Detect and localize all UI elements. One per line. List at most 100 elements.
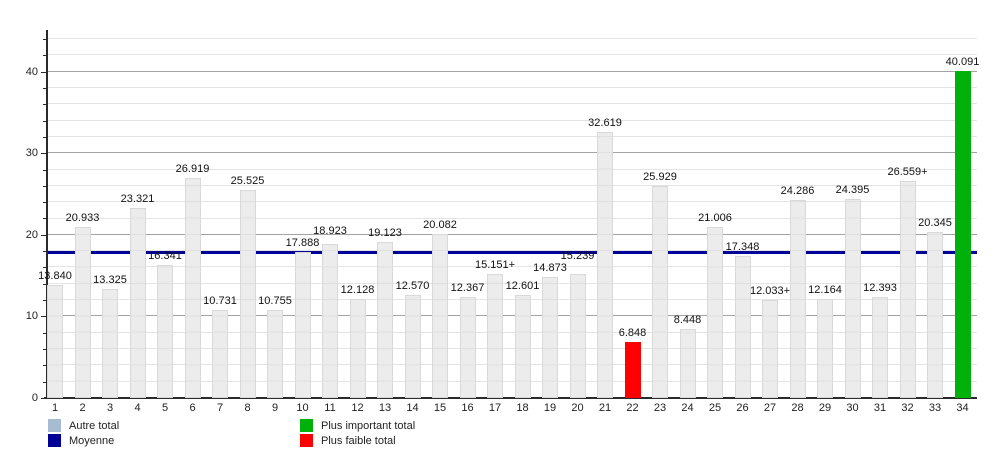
bar [487,274,503,398]
x-axis-label: 3 [106,402,114,414]
bar-value-label: 40.091 [945,55,980,68]
y-axis-major-tick [41,316,47,318]
y-axis-line [46,30,48,399]
y-axis-minor-tick [43,381,47,383]
plot-area: 13.840 20.933 13.325 23.321 16.341 26.919 10.7… [38,30,980,398]
gridline [48,364,977,366]
bar-value-label: 32.619 [588,116,622,129]
bar [129,207,146,398]
x-axis-label: 15 [433,402,447,414]
y-axis-label: 40 [25,65,38,78]
y-axis-label: 10 [25,310,38,323]
x-axis-label: 6 [189,402,196,414]
x-axis-label: 1 [51,402,59,414]
bar-value-label: 18.923 [313,225,347,238]
bar [322,243,338,398]
bar [652,186,668,398]
y-axis-minor-tick [43,136,47,138]
gridline [48,119,977,121]
bar-value-label: 6.848 [618,327,647,340]
bar [734,256,751,398]
y-axis-label: 30 [25,147,38,160]
x-axis-label: 8 [244,402,251,414]
x-axis-label: 14 [406,402,419,414]
bar [432,234,448,398]
bar [74,227,91,398]
x-axis-label: 25 [708,402,722,414]
bar [679,329,696,398]
y-axis-minor-tick [43,120,47,122]
y-axis-minor-tick [43,104,47,106]
gridline [48,266,977,268]
bar-value-label: 12.164 [808,283,842,296]
gridline [48,168,977,170]
y-axis-minor-tick [43,349,47,351]
y-axis-minor-tick [43,218,47,220]
bar-value-label: 12.393 [863,281,897,294]
y-axis-minor-tick [43,202,47,204]
gridline [48,54,977,56]
bar-value-label: 17.888 [285,237,320,250]
x-axis-label: 27 [763,402,777,414]
x-axis-label: 34 [956,402,969,414]
bar-value-label: 14.873 [533,261,567,274]
x-axis-label: 9 [271,402,279,414]
bar [294,252,311,398]
bar-value-label: 15.151+ [474,259,516,272]
x-axis-label: 16 [461,402,474,414]
x-axis-label: 10 [296,402,309,414]
y-axis-minor-tick [43,365,47,367]
legend-label: Autre total [69,420,120,432]
bar-max-highlight [954,70,971,398]
bar-min-highlight [624,342,641,398]
y-axis-minor-tick [43,300,47,302]
gridline [48,315,977,317]
bar [817,298,833,398]
bar [927,232,943,398]
x-axis-label: 26 [736,402,749,414]
x-axis-label: 17 [488,402,502,414]
y-axis-major-tick [41,71,47,73]
y-axis-major-tick [41,398,47,399]
x-axis-label: 21 [598,402,612,414]
gridline [48,152,977,154]
x-axis-label: 30 [846,402,859,414]
x-axis-label: 23 [653,402,667,414]
x-axis-label: 13 [378,402,392,414]
bar [542,276,558,398]
x-axis-label: 22 [626,402,639,414]
bar-value-label: 12.367 [450,282,485,295]
x-axis-label: 29 [818,402,832,414]
bar-value-label: 12.033+ [749,284,791,297]
bar [569,273,586,398]
legend-swatch [300,419,313,432]
bar [872,296,888,398]
gridline [48,184,977,186]
x-axis-label: 33 [928,402,942,414]
bar [377,241,393,398]
legend-swatch [48,434,61,447]
bar [349,299,366,398]
y-axis-minor-tick [43,55,47,57]
gridline [48,37,977,39]
bar [102,289,118,398]
bar [47,285,63,398]
x-axis-label: 31 [873,402,887,414]
bar [184,178,201,398]
gridline [48,233,977,235]
legend-label: Plus important total [321,420,416,432]
bar-value-label: 12.601 [505,280,540,293]
bar-value-label: 16.341 [148,249,182,262]
bar-value-label: 26.919 [175,163,210,176]
gridline [48,103,977,105]
y-axis-minor-tick [43,87,47,89]
bar-value-label: 24.286 [780,184,815,197]
y-axis-major-tick [41,234,47,236]
bar-value-label: 20.082 [423,219,457,232]
bar [267,310,283,398]
bar-value-label: 19.123 [368,226,402,239]
x-axis-label: 2 [79,402,86,414]
bar-value-label: 8.448 [673,314,702,327]
bar [707,226,723,398]
bar-value-label: 25.929 [643,171,677,184]
